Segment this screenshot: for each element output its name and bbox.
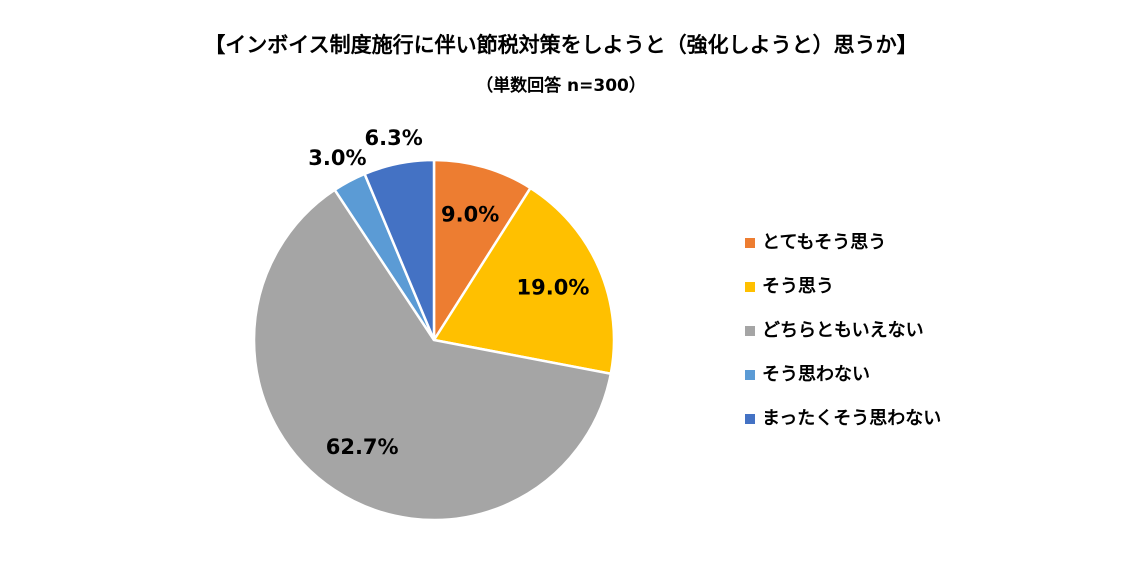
legend-label: まったくそう思わない bbox=[762, 408, 941, 429]
pie-slice bbox=[431, 186, 616, 376]
data-label: 6.3% bbox=[365, 126, 423, 150]
data-label: 62.7% bbox=[326, 435, 399, 459]
legend-swatch bbox=[745, 414, 755, 424]
pie-slice bbox=[432, 158, 533, 345]
legend-swatch bbox=[745, 238, 755, 248]
legend-swatch bbox=[745, 282, 755, 292]
legend-label: そう思わない bbox=[762, 364, 870, 385]
chart-title: 【インボイス制度施行に伴い節税対策をしようと（強化しようと）思うか】 bbox=[204, 33, 917, 57]
legend-swatch bbox=[745, 370, 755, 380]
pie-slice bbox=[252, 188, 613, 522]
legend-label: とてもそう思う bbox=[762, 232, 886, 253]
data-label: 9.0% bbox=[441, 203, 499, 227]
legend-label: どちらともいえない bbox=[762, 320, 924, 341]
legend-swatch bbox=[745, 326, 755, 336]
legend-label: そう思う bbox=[762, 276, 834, 297]
data-label: 3.0% bbox=[308, 146, 366, 170]
data-label: 19.0% bbox=[517, 276, 590, 300]
pie-slice bbox=[362, 158, 436, 341]
chart-subtitle: （単数回答 n=300） bbox=[476, 75, 646, 96]
